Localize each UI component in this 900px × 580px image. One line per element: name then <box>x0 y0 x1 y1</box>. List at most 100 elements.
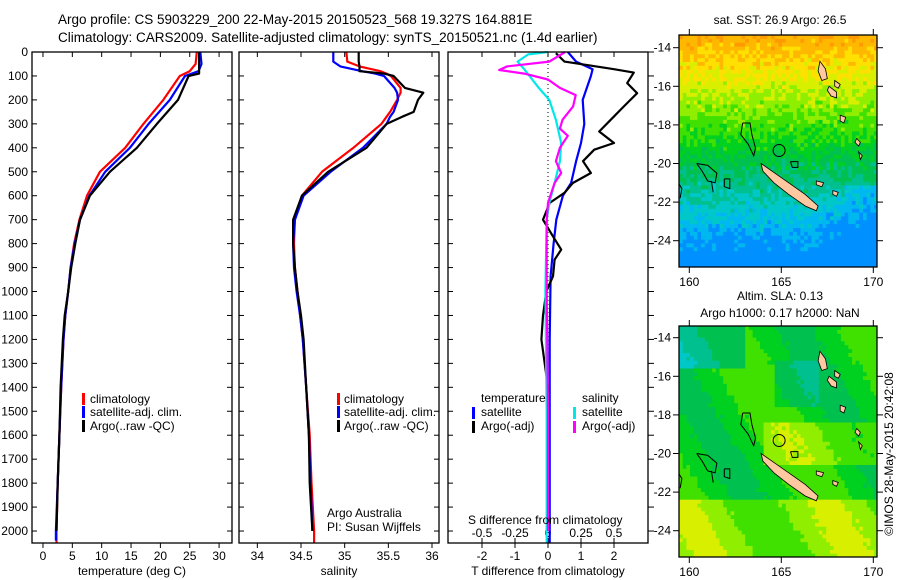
map-cell <box>796 143 802 148</box>
map-cell <box>741 116 746 121</box>
map-cell <box>697 185 702 190</box>
map-cell <box>833 341 838 346</box>
map-cell <box>863 353 868 358</box>
map-cell <box>793 143 798 148</box>
map-cell <box>730 58 735 63</box>
map-cell <box>760 108 765 113</box>
land-island <box>815 180 825 188</box>
map-cell <box>826 77 831 82</box>
map-cell <box>679 100 684 106</box>
map-cell <box>690 58 695 63</box>
legend-swatch-red <box>337 393 340 405</box>
map-cell <box>807 100 813 106</box>
map-cell <box>866 50 871 55</box>
map-cell <box>719 38 724 44</box>
map-cell <box>833 204 838 210</box>
map-cell <box>796 216 802 221</box>
map-cell <box>704 189 710 194</box>
map-cell <box>815 360 820 366</box>
map-cell <box>682 85 687 90</box>
map-cell <box>829 170 835 175</box>
map-cell <box>804 139 809 144</box>
map-cell <box>848 410 853 416</box>
map-cell <box>844 258 849 264</box>
map-cell <box>840 131 846 136</box>
map-cell <box>807 131 813 136</box>
map-cell <box>730 143 735 148</box>
map-cell <box>789 380 794 385</box>
map-cell <box>697 65 702 71</box>
map-cell <box>778 251 783 256</box>
map-cell <box>866 231 871 237</box>
map-cell <box>734 81 739 86</box>
map-cell <box>701 243 706 248</box>
map-cell <box>712 262 717 268</box>
map-cell <box>789 208 794 214</box>
map-cell <box>686 239 691 245</box>
map-cell <box>774 197 779 202</box>
map-cell <box>708 89 713 94</box>
map-cell <box>763 414 768 420</box>
map-cell <box>712 185 717 190</box>
map-cell <box>789 258 794 264</box>
map-cell <box>756 46 761 52</box>
map-cell <box>734 337 739 343</box>
map-cell <box>723 247 728 252</box>
map-cell <box>866 154 871 160</box>
map-cell <box>863 235 868 241</box>
map-cell <box>840 255 846 260</box>
map-cell <box>866 127 871 133</box>
map-cell <box>807 380 813 385</box>
map-cell <box>708 50 713 55</box>
x-tick-label: 5 <box>69 549 76 563</box>
map-cell <box>704 337 710 343</box>
map-cell <box>800 383 805 389</box>
map-cell <box>756 356 761 362</box>
map-cell <box>833 360 838 366</box>
map-cell <box>682 368 687 373</box>
map-cell <box>682 154 687 160</box>
map-cell <box>708 85 713 90</box>
map-cell <box>822 372 827 377</box>
map-cell <box>697 255 702 260</box>
map-cell <box>785 212 790 218</box>
map-cell <box>844 201 849 206</box>
map-cell <box>712 65 717 71</box>
map-cell <box>760 54 765 59</box>
map-cell <box>686 108 691 113</box>
map-cell <box>807 372 813 377</box>
map-cell <box>774 231 779 237</box>
map-cell <box>852 376 857 381</box>
map-cell <box>870 329 875 335</box>
map-cell <box>822 391 827 397</box>
map-cell <box>723 89 728 94</box>
map-cell <box>719 46 724 52</box>
map-cell <box>804 116 809 121</box>
map-cell <box>697 333 702 339</box>
map-cell <box>785 247 790 252</box>
map-cell <box>771 62 776 67</box>
map-cell <box>741 62 746 67</box>
map-cell <box>697 146 702 152</box>
map-cell <box>811 220 816 225</box>
map-cell <box>855 208 860 214</box>
map-cell <box>734 104 739 109</box>
map-cell <box>863 326 868 331</box>
map-cell <box>737 154 743 160</box>
map-cell <box>863 96 868 102</box>
map-cell <box>708 247 713 252</box>
map-cell <box>826 337 831 343</box>
map-cell <box>811 69 816 75</box>
map-cell <box>815 123 820 129</box>
map-cell <box>852 123 857 129</box>
map-cell <box>793 104 798 109</box>
map-cell <box>693 418 698 424</box>
map-cell <box>682 50 687 55</box>
map-cell <box>723 353 728 358</box>
map-cell <box>811 189 816 194</box>
map-cell <box>815 96 820 102</box>
map-cell <box>796 166 802 171</box>
map-cell <box>730 212 735 218</box>
map-cell <box>855 73 860 79</box>
map-cell <box>734 77 739 82</box>
